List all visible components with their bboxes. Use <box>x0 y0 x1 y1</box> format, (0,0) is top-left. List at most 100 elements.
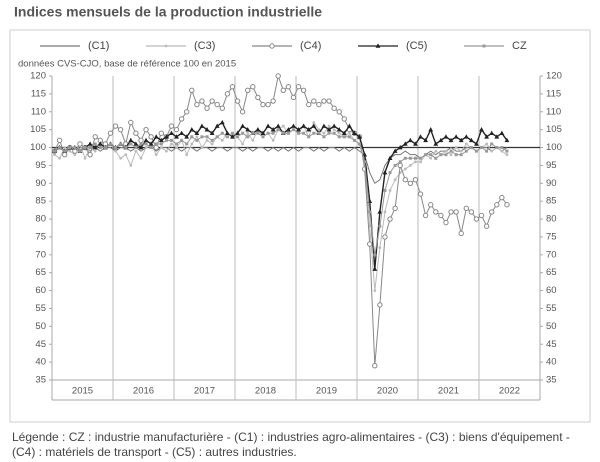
y-tick-label: 35 <box>35 375 46 386</box>
marker <box>469 146 473 150</box>
marker <box>266 131 270 135</box>
marker <box>219 105 225 111</box>
marker <box>271 138 275 142</box>
marker <box>138 144 144 150</box>
marker <box>458 230 464 237</box>
y-tick-label: 75 <box>35 231 46 242</box>
x-tick-label: 2022 <box>499 386 520 397</box>
marker <box>68 146 72 150</box>
marker <box>306 127 312 132</box>
marker <box>443 134 449 139</box>
marker <box>337 131 341 135</box>
x-tick-label: 2015 <box>72 386 93 397</box>
marker <box>372 362 378 369</box>
marker <box>375 43 381 48</box>
marker <box>169 130 174 136</box>
marker <box>331 123 337 128</box>
marker <box>178 116 185 122</box>
marker <box>387 216 393 222</box>
marker <box>240 123 246 128</box>
marker <box>149 146 153 150</box>
marker <box>53 149 57 153</box>
legend-label: (C5) <box>406 40 427 52</box>
marker <box>341 116 347 122</box>
marker <box>312 121 316 124</box>
marker <box>459 149 463 153</box>
marker <box>392 205 398 212</box>
marker <box>417 191 424 197</box>
marker <box>241 131 245 135</box>
marker <box>398 160 402 164</box>
marker <box>490 142 494 146</box>
marker <box>419 160 422 164</box>
marker <box>407 180 414 186</box>
marker <box>483 223 490 229</box>
marker <box>199 98 205 104</box>
marker <box>63 149 67 153</box>
marker <box>219 119 225 125</box>
marker <box>489 130 495 136</box>
marker <box>205 138 209 142</box>
marker <box>117 126 124 133</box>
marker <box>397 162 403 169</box>
marker <box>443 219 449 226</box>
marker <box>128 119 134 126</box>
y2-tick-label: 85 <box>546 196 557 207</box>
marker <box>382 234 388 240</box>
marker <box>236 135 240 139</box>
subtitle: données CVS-CJO, base de référence 100 e… <box>18 59 236 70</box>
marker <box>473 216 480 222</box>
marker <box>458 137 464 143</box>
marker <box>77 141 83 147</box>
marker <box>200 146 204 149</box>
marker <box>153 144 159 151</box>
marker <box>200 135 204 139</box>
marker <box>88 146 92 150</box>
y2-tick-label: 120 <box>546 71 562 82</box>
marker <box>438 212 444 219</box>
y-tick-label: 90 <box>35 178 46 189</box>
marker <box>499 194 505 201</box>
marker <box>98 146 102 150</box>
marker <box>453 209 459 215</box>
marker <box>464 149 468 153</box>
marker <box>62 151 68 158</box>
marker <box>448 137 454 143</box>
marker <box>336 127 342 132</box>
marker <box>368 210 372 214</box>
marker <box>490 149 494 153</box>
marker <box>352 138 356 142</box>
marker <box>138 137 144 144</box>
marker <box>169 138 173 142</box>
legend-label: (C1) <box>88 40 109 52</box>
y-tick-label: 80 <box>35 214 46 225</box>
y2-tick-label: 105 <box>546 124 562 135</box>
chart-title: Indices mensuels de la production indust… <box>14 4 322 20</box>
x-tick-label: 2019 <box>316 386 337 397</box>
marker <box>251 131 255 135</box>
marker <box>302 131 306 135</box>
x-tick-label: 2021 <box>438 386 459 397</box>
series-line <box>54 129 508 255</box>
y2-tick-label: 80 <box>546 214 557 225</box>
marker <box>230 134 235 139</box>
marker <box>444 149 448 153</box>
marker <box>332 128 336 132</box>
marker <box>474 141 479 146</box>
marker <box>383 188 387 192</box>
marker <box>204 127 210 132</box>
marker <box>321 123 327 128</box>
marker <box>480 146 484 150</box>
marker <box>378 224 382 228</box>
marker <box>107 130 114 136</box>
marker <box>474 149 478 153</box>
marker <box>164 138 168 142</box>
y2-tick-label: 35 <box>546 375 557 386</box>
marker <box>83 146 87 150</box>
marker <box>261 135 265 139</box>
y-tick-label: 45 <box>35 339 46 350</box>
marker <box>271 131 275 135</box>
marker <box>209 98 215 104</box>
marker <box>485 142 489 146</box>
